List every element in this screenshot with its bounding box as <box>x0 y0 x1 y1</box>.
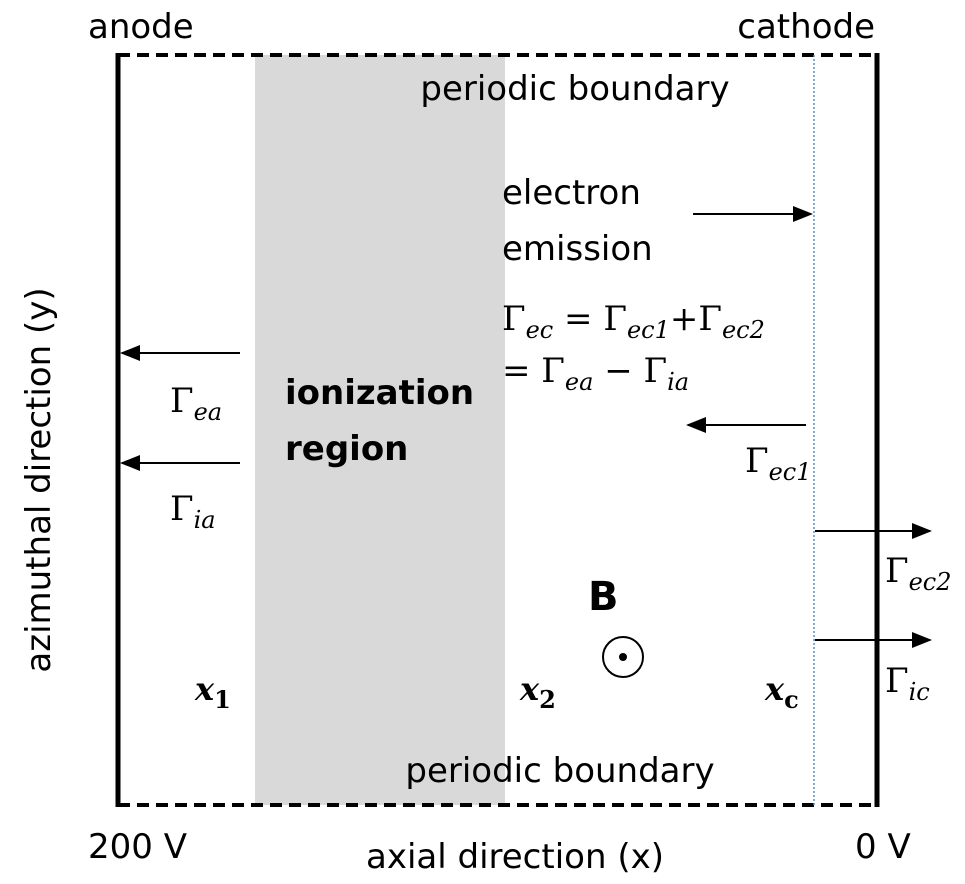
equation-part: = Γ <box>553 299 627 339</box>
subscript: c <box>784 685 799 714</box>
cathode-label: cathode <box>737 7 875 47</box>
symbol: Γ <box>170 381 194 421</box>
flux-label: Γec2 <box>885 551 952 596</box>
b-field-symbol <box>602 636 644 678</box>
subscript: ec2 <box>722 316 765 344</box>
region-label: ionization <box>285 373 474 413</box>
symbol: Γ <box>170 489 194 529</box>
b-label: B <box>588 574 619 620</box>
subscript: ec2 <box>909 568 952 596</box>
anode-label: anode <box>88 7 194 47</box>
region-label: region <box>285 429 408 469</box>
equation-part: − Γ <box>593 351 667 391</box>
emission-label: electron <box>502 173 641 213</box>
x-axis-label: axial direction (x) <box>366 837 664 877</box>
voltage-label: 0 V <box>855 827 911 867</box>
flux-label: Γea <box>170 381 222 426</box>
flux-label: Γic <box>885 661 930 706</box>
b-field-dot <box>619 653 627 661</box>
boundary-label: periodic boundary <box>420 69 729 109</box>
subscript: ec1 <box>627 316 670 344</box>
symbol: x <box>194 670 215 708</box>
y-axis-label: azimuthal direction (y) <box>19 287 59 672</box>
equation-line: Γec = Γec1+Γec2 <box>502 299 765 344</box>
subscript: ia <box>194 506 216 534</box>
equation-line: = Γea − Γia <box>502 351 689 396</box>
subscript: ic <box>909 678 930 706</box>
subscript: 1 <box>214 685 231 714</box>
flux-label: Γec1 <box>745 441 812 486</box>
position-label: x1 <box>194 670 231 714</box>
symbol: Γ <box>885 551 909 591</box>
subscript: ea <box>565 368 594 396</box>
subscript: ia <box>667 368 689 396</box>
symbol: Γ <box>745 441 769 481</box>
flux-label: Γia <box>170 489 216 534</box>
equation-part: = Γ <box>502 351 565 391</box>
boundary-label: periodic boundary <box>405 751 714 791</box>
subscript: ec1 <box>769 458 812 486</box>
equation-part: +Γ <box>670 299 722 339</box>
voltage-label: 200 V <box>88 827 187 867</box>
subscript: 2 <box>539 685 556 714</box>
symbol: x <box>764 670 785 708</box>
symbol: x <box>519 670 540 708</box>
equation-part: Γ <box>502 299 526 339</box>
position-label: xc <box>764 670 799 714</box>
ionization-band <box>255 55 505 805</box>
emission-label: emission <box>502 229 653 269</box>
subscript: ec <box>526 316 554 344</box>
arrows <box>120 206 932 648</box>
subscript: ea <box>194 398 223 426</box>
position-label: x2 <box>519 670 556 714</box>
symbol: Γ <box>885 661 909 701</box>
